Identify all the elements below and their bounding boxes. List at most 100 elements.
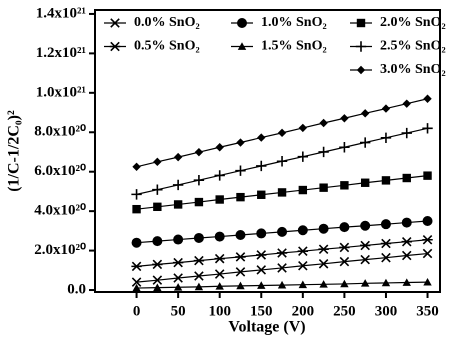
marker — [402, 99, 411, 108]
marker — [132, 204, 141, 214]
y-axis-label: (1/C-1/2C₀)² — [6, 110, 23, 192]
marker — [422, 216, 433, 227]
marker — [276, 248, 288, 258]
marker — [380, 238, 392, 249]
legend-marker — [356, 65, 366, 75]
marker — [152, 236, 163, 247]
marker — [277, 188, 287, 197]
marker — [132, 162, 141, 171]
legend-label: 1.0% SnO₂ — [261, 15, 327, 30]
marker — [422, 248, 433, 259]
legend-marker — [109, 41, 121, 52]
marker — [277, 128, 287, 138]
marker — [172, 257, 184, 268]
marker — [401, 250, 412, 261]
marker — [173, 200, 183, 209]
marker — [381, 278, 391, 287]
y-tick-label: 1.0x10²¹ — [36, 84, 86, 100]
marker — [131, 261, 142, 272]
marker — [359, 240, 371, 251]
marker — [297, 151, 309, 162]
marker — [360, 178, 370, 187]
marker — [153, 202, 162, 212]
marker — [318, 146, 329, 158]
marker — [132, 283, 141, 292]
marker — [236, 192, 245, 202]
marker — [215, 282, 224, 290]
y-tick-label: 0.0 — [67, 281, 86, 297]
marker — [153, 283, 162, 292]
marker — [215, 143, 224, 152]
marker — [277, 280, 287, 289]
marker — [214, 170, 225, 181]
marker — [236, 138, 245, 147]
marker — [257, 133, 266, 142]
x-tick-label: 200 — [292, 303, 315, 319]
marker — [423, 277, 432, 286]
y-tick-label: 4.0x10²⁰ — [34, 203, 86, 219]
marker — [131, 237, 142, 248]
y-tick-label: 2.0x10²⁰ — [34, 242, 86, 258]
marker — [152, 259, 163, 270]
marker — [256, 250, 267, 260]
legend-marker — [237, 17, 248, 28]
marker — [401, 217, 412, 228]
marker — [340, 181, 349, 190]
marker — [256, 160, 267, 172]
marker — [381, 104, 391, 113]
x-tick-label: 300 — [375, 303, 398, 319]
marker — [276, 156, 288, 167]
marker — [297, 246, 309, 256]
plot-frame — [94, 9, 441, 293]
marker — [173, 152, 183, 162]
marker — [298, 123, 308, 133]
marker — [235, 267, 246, 277]
marker — [193, 174, 205, 186]
marker — [423, 94, 432, 103]
legend-label: 2.0% SnO₂ — [380, 15, 446, 30]
marker — [194, 197, 204, 207]
legend-marker — [355, 41, 367, 52]
marker — [360, 279, 370, 287]
marker — [194, 147, 204, 157]
legend-marker — [356, 18, 366, 28]
marker — [215, 195, 224, 204]
legend-marker — [110, 18, 120, 28]
marker — [257, 281, 266, 289]
marker — [298, 261, 308, 271]
marker — [194, 271, 204, 281]
marker — [340, 279, 349, 288]
marker — [381, 176, 391, 185]
marker — [152, 275, 163, 285]
legend-label: 0.5% SnO₂ — [134, 39, 200, 54]
marker — [173, 234, 184, 245]
y-tick-label: 1.4x10²¹ — [36, 5, 86, 21]
marker — [194, 282, 204, 291]
marker — [339, 142, 350, 153]
marker — [131, 277, 142, 287]
x-tick-label: 150 — [250, 303, 273, 319]
x-tick-label: 100 — [208, 303, 231, 319]
marker — [172, 179, 184, 191]
legend-label: 1.5% SnO₂ — [261, 39, 327, 54]
marker — [423, 171, 432, 180]
marker — [360, 220, 371, 231]
marker — [339, 222, 350, 233]
marker — [257, 190, 266, 199]
marker — [319, 183, 328, 192]
marker — [193, 232, 204, 243]
x-tick-label: 350 — [416, 303, 439, 319]
marker — [173, 283, 183, 291]
marker — [298, 280, 308, 289]
marker — [422, 234, 433, 245]
marker — [359, 137, 371, 148]
marker — [422, 123, 433, 134]
marker — [380, 219, 391, 230]
marker — [381, 252, 391, 263]
legend-marker — [237, 42, 247, 50]
marker — [297, 225, 308, 236]
marker — [318, 244, 329, 254]
marker — [318, 223, 329, 234]
